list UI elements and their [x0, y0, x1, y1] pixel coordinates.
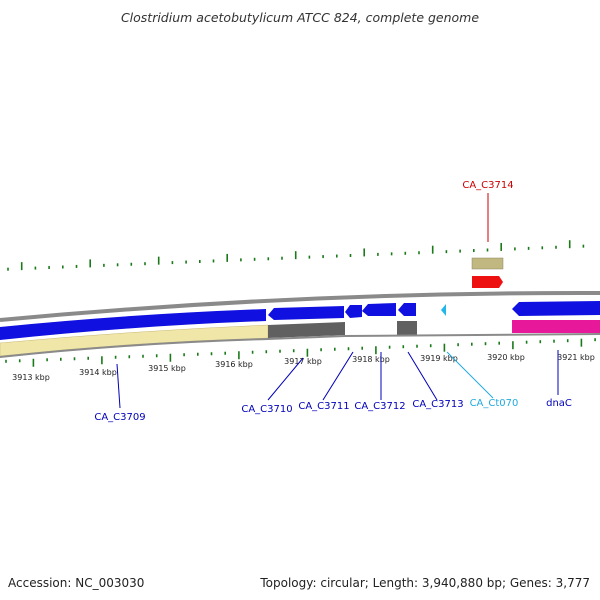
gene-red-arrow[interactable] [472, 276, 503, 288]
upper-tick-track [7, 240, 585, 271]
gene-blue-arrow-3[interactable] [362, 303, 396, 316]
gene-label-ca-c3711[interactable]: CA_C3711 [298, 401, 349, 412]
scale-label: 3914 kbp [79, 368, 117, 377]
leader-line [322, 351, 354, 401]
blue-gene-track [0, 301, 600, 340]
scale-labels: 3913 kbp 3914 kbp 3915 kbp 3916 kbp 3917 kbp… [12, 353, 595, 382]
gene-label-dnac[interactable]: dnaC [546, 398, 572, 409]
gene-blue-long[interactable] [0, 309, 266, 340]
scale-label: 3920 kbp [487, 353, 525, 362]
scale-label: 3921 kbp [557, 353, 595, 362]
gene-label-ca-c3714[interactable]: CA_C3714 [462, 180, 513, 191]
lower-tick-track [5, 338, 596, 367]
gene-gray-1[interactable] [268, 322, 345, 338]
gene-cyan-marker[interactable] [441, 304, 446, 316]
gene-blue-arrow-5[interactable] [512, 301, 600, 316]
gene-blue-arrow-4[interactable] [398, 303, 416, 316]
gene-blue-arrow-2[interactable] [345, 305, 362, 318]
gene-label-ca-c3709[interactable]: CA_C3709 [94, 412, 145, 423]
scale-label: 3915 kbp [148, 364, 186, 373]
gene-blue-arrow-1[interactable] [268, 306, 344, 320]
lower-backbone [0, 333, 600, 358]
leader-line [267, 357, 304, 401]
accession-text: Accession: NC_003030 [8, 576, 145, 590]
gene-magenta[interactable] [512, 320, 600, 333]
scale-label: 3919 kbp [420, 354, 458, 363]
gene-label-ca-c3712[interactable]: CA_C3712 [354, 401, 405, 412]
gene-label-ca-c3710[interactable]: CA_C3710 [241, 404, 292, 415]
genome-backbone [0, 290, 600, 322]
gene-label-ca-c3713[interactable]: CA_C3713 [412, 399, 463, 410]
map-title: Clostridium acetobutylicum ATCC 824, com… [120, 10, 480, 25]
scale-label: 3913 kbp [12, 373, 50, 382]
leader-line [116, 363, 121, 409]
gene-khaki-block[interactable] [471, 257, 504, 270]
plus-strand-features [471, 257, 504, 288]
leader-line [446, 351, 494, 399]
leader-line [407, 351, 438, 401]
scale-label: 3918 kbp [352, 355, 390, 364]
gene-labels: CA_C3709 CA_C3710 CA_C3711 CA_C3712 CA_C3713… [94, 180, 572, 423]
gene-label-ca-ct070[interactable]: CA_Ct070 [470, 398, 519, 409]
scale-label: 3917 kbp [284, 357, 322, 366]
gene-gray-2[interactable] [397, 321, 417, 335]
scale-label: 3916 kbp [215, 360, 253, 369]
genome-summary-text: Topology: circular; Length: 3,940,880 bp… [260, 576, 590, 590]
lower-gene-track [0, 320, 600, 357]
